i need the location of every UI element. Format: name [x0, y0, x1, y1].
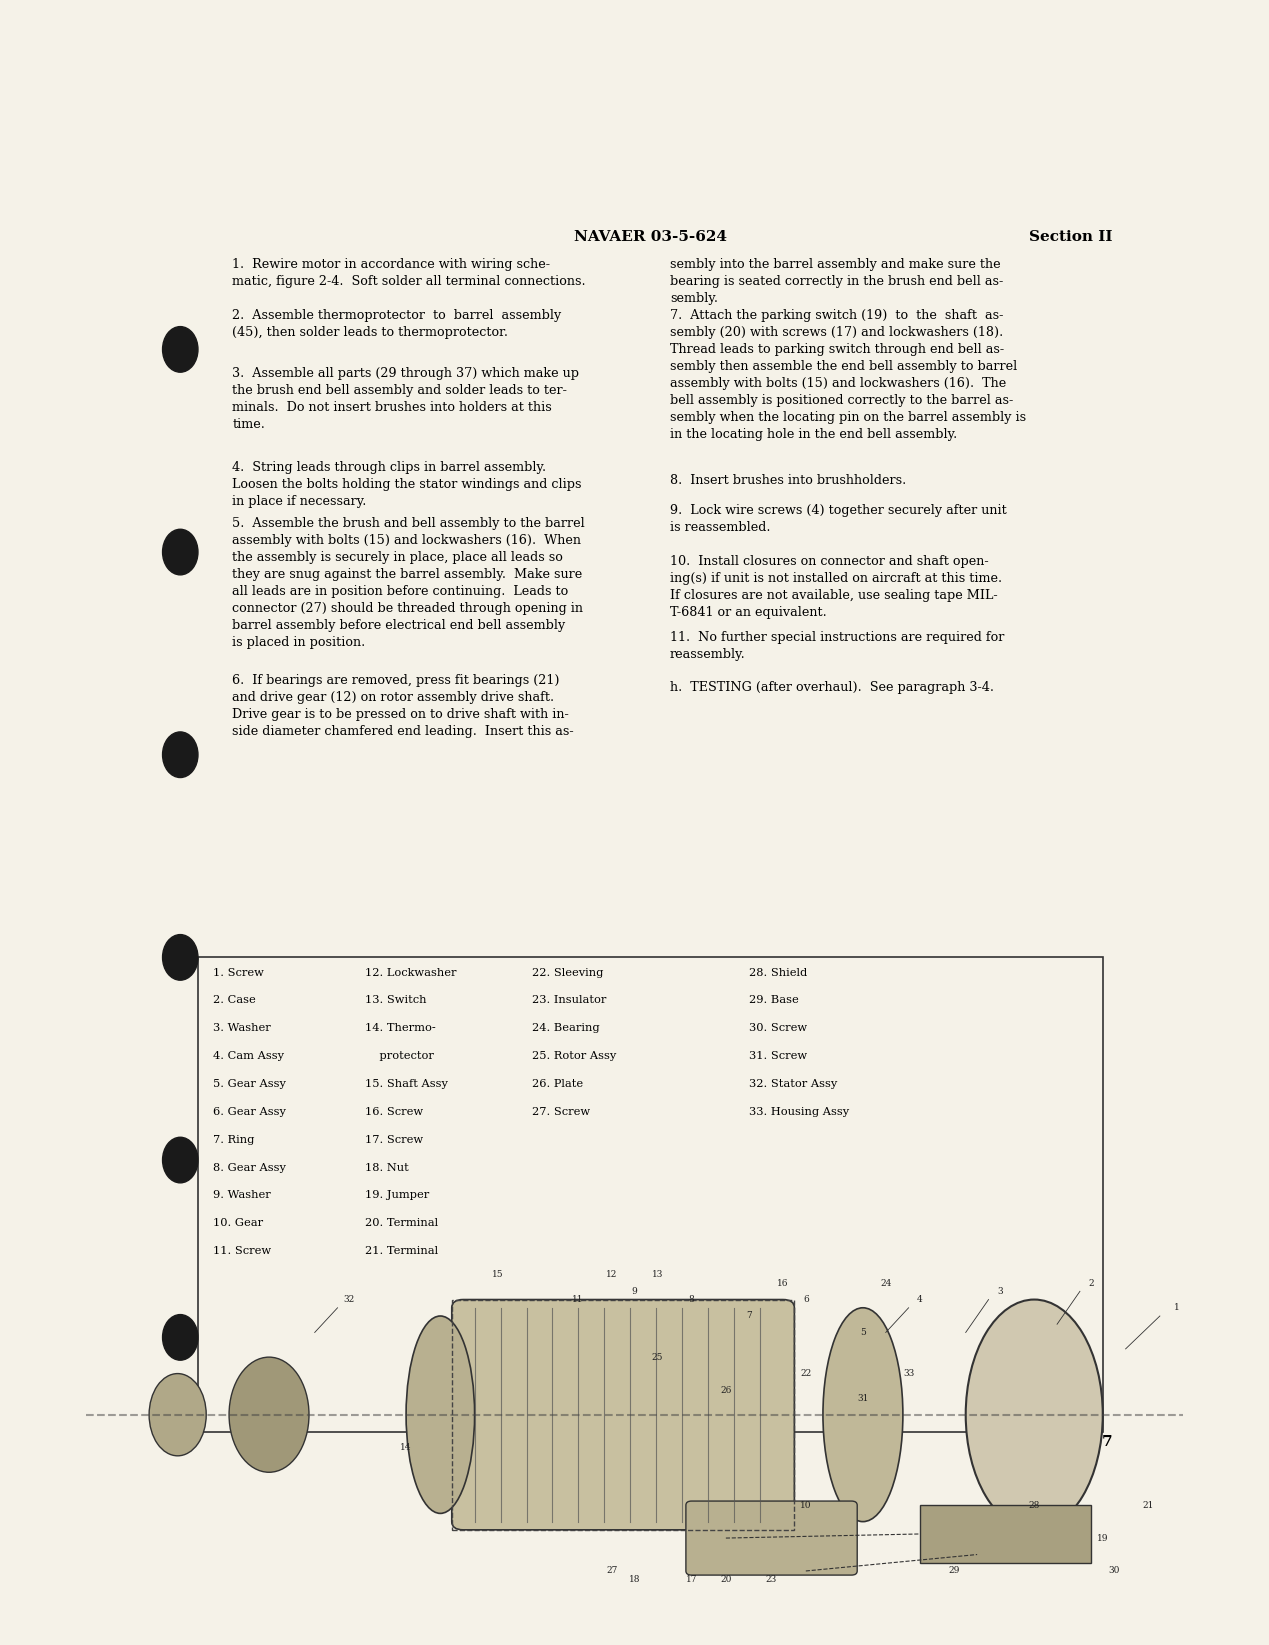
Bar: [920, 1505, 1091, 1563]
Text: protector: protector: [365, 1051, 434, 1061]
Text: 4: 4: [917, 1295, 923, 1304]
Text: 27. Screw: 27. Screw: [533, 1107, 590, 1117]
Text: 19: 19: [1096, 1533, 1109, 1543]
Text: 28. Shield: 28. Shield: [749, 967, 807, 977]
Text: 11. Screw: 11. Screw: [213, 1247, 270, 1257]
Text: 27: 27: [607, 1566, 617, 1576]
Text: 9.  Lock wire screws (4) together securely after unit
is reassembled.: 9. Lock wire screws (4) together securel…: [670, 503, 1006, 535]
Text: 8: 8: [689, 1295, 694, 1304]
FancyBboxPatch shape: [198, 957, 1103, 1433]
Text: 32. Stator Assy: 32. Stator Assy: [749, 1079, 838, 1089]
Text: 31. Screw: 31. Screw: [749, 1051, 807, 1061]
Text: 33: 33: [904, 1369, 914, 1379]
Text: 10.  Install closures on connector and shaft open-
ing(s) if unit is not install: 10. Install closures on connector and sh…: [670, 554, 1003, 619]
Ellipse shape: [966, 1300, 1103, 1530]
Text: 18. Nut: 18. Nut: [365, 1163, 409, 1173]
Circle shape: [162, 1137, 198, 1183]
Text: 23: 23: [766, 1574, 777, 1584]
Text: 2.  Assemble thermoprotector  to  barrel  assembly
(45), then solder leads to th: 2. Assemble thermoprotector to barrel as…: [232, 309, 562, 339]
Text: h.  TESTING (after overhaul).  See paragraph 3-4.: h. TESTING (after overhaul). See paragra…: [670, 681, 994, 694]
Text: 6.  If bearings are removed, press fit bearings (21)
and drive gear (12) on roto: 6. If bearings are removed, press fit be…: [232, 674, 574, 737]
Text: 10. Gear: 10. Gear: [213, 1219, 263, 1229]
Text: 2: 2: [1089, 1278, 1094, 1288]
Text: 5: 5: [860, 1328, 865, 1337]
FancyBboxPatch shape: [687, 1500, 858, 1576]
Text: 7. Ring: 7. Ring: [213, 1135, 254, 1145]
Text: 16: 16: [777, 1278, 789, 1288]
Text: Section II: Section II: [1029, 230, 1113, 245]
Text: 14. Thermo-: 14. Thermo-: [365, 1023, 437, 1033]
Text: 24. Bearing: 24. Bearing: [533, 1023, 600, 1033]
Text: 8. Gear Assy: 8. Gear Assy: [213, 1163, 286, 1173]
Text: 5. Gear Assy: 5. Gear Assy: [213, 1079, 286, 1089]
Circle shape: [162, 327, 198, 372]
Text: sembly into the barrel assembly and make sure the
bearing is seated correctly in: sembly into the barrel assembly and make…: [670, 258, 1004, 306]
Text: 33. Housing Assy: 33. Housing Assy: [749, 1107, 849, 1117]
Text: NAVAER 03-5-624: NAVAER 03-5-624: [574, 230, 727, 245]
Text: 20. Terminal: 20. Terminal: [365, 1219, 438, 1229]
Text: 7: 7: [746, 1311, 751, 1321]
Text: 22: 22: [801, 1369, 811, 1379]
Text: 26: 26: [721, 1385, 731, 1395]
Text: 13: 13: [652, 1270, 662, 1280]
Text: 32: 32: [344, 1295, 354, 1304]
Ellipse shape: [230, 1357, 310, 1472]
Text: 3.  Assemble all parts (29 through 37) which make up
the brush end bell assembly: 3. Assemble all parts (29 through 37) wh…: [232, 367, 580, 431]
Text: 11: 11: [571, 1295, 584, 1304]
Text: 1. Screw: 1. Screw: [213, 967, 264, 977]
Text: 12: 12: [607, 1270, 617, 1280]
Text: 15: 15: [491, 1270, 504, 1280]
Text: 22. Sleeving: 22. Sleeving: [533, 967, 604, 977]
Text: 31: 31: [858, 1393, 868, 1403]
Text: 14: 14: [400, 1443, 412, 1453]
Text: 25. Rotor Assy: 25. Rotor Assy: [533, 1051, 617, 1061]
Text: Figure 2-5.  Type XW20076 Electric Motor: Figure 2-5. Type XW20076 Electric Motor: [506, 1423, 794, 1436]
Text: 8.  Insert brushes into brushholders.: 8. Insert brushes into brushholders.: [670, 474, 906, 487]
Text: 9. Washer: 9. Washer: [213, 1191, 270, 1201]
Text: 16. Screw: 16. Screw: [365, 1107, 424, 1117]
Text: 21: 21: [1143, 1500, 1154, 1510]
Text: 5.  Assemble the brush and bell assembly to the barrel
assembly with bolts (15) : 5. Assemble the brush and bell assembly …: [232, 517, 585, 648]
FancyBboxPatch shape: [452, 1300, 794, 1530]
Text: 23. Insulator: 23. Insulator: [533, 995, 607, 1005]
Text: 19. Jumper: 19. Jumper: [365, 1191, 429, 1201]
Text: 3. Washer: 3. Washer: [213, 1023, 270, 1033]
Text: 17. Screw: 17. Screw: [365, 1135, 424, 1145]
Ellipse shape: [406, 1316, 475, 1513]
Text: 30: 30: [1109, 1566, 1119, 1576]
Text: 4.  String leads through clips in barrel assembly.
Loosen the bolts holding the : 4. String leads through clips in barrel …: [232, 461, 582, 508]
Text: 4. Cam Assy: 4. Cam Assy: [213, 1051, 284, 1061]
Text: 24: 24: [881, 1278, 891, 1288]
Text: 20: 20: [721, 1574, 731, 1584]
Bar: [452, 1300, 794, 1530]
Text: 7: 7: [1101, 1434, 1113, 1449]
Text: 11.  No further special instructions are required for
reassembly.: 11. No further special instructions are …: [670, 630, 1004, 661]
Circle shape: [162, 1314, 198, 1360]
Text: 15. Shaft Assy: 15. Shaft Assy: [365, 1079, 448, 1089]
Text: 10: 10: [799, 1500, 812, 1510]
Text: 17: 17: [685, 1574, 698, 1584]
Text: 6: 6: [803, 1295, 808, 1304]
Text: 6. Gear Assy: 6. Gear Assy: [213, 1107, 286, 1117]
Circle shape: [162, 934, 198, 980]
Text: 1.  Rewire motor in accordance with wiring sche-
matic, figure 2-4.  Soft solder: 1. Rewire motor in accordance with wirin…: [232, 258, 586, 288]
Text: 25: 25: [651, 1352, 664, 1362]
Text: 2. Case: 2. Case: [213, 995, 255, 1005]
Text: 26. Plate: 26. Plate: [533, 1079, 584, 1089]
Text: 30. Screw: 30. Screw: [749, 1023, 807, 1033]
Circle shape: [162, 732, 198, 778]
Text: 28: 28: [1029, 1500, 1039, 1510]
Ellipse shape: [150, 1374, 207, 1456]
Text: 12. Lockwasher: 12. Lockwasher: [365, 967, 457, 977]
Text: 21. Terminal: 21. Terminal: [365, 1247, 438, 1257]
Ellipse shape: [824, 1308, 904, 1522]
Text: 29. Base: 29. Base: [749, 995, 798, 1005]
Circle shape: [162, 530, 198, 574]
Text: 3: 3: [997, 1286, 1003, 1296]
Text: 13. Switch: 13. Switch: [365, 995, 426, 1005]
Text: 1: 1: [1174, 1303, 1180, 1313]
Text: 29: 29: [949, 1566, 959, 1576]
Text: 9: 9: [632, 1286, 637, 1296]
Text: 18: 18: [628, 1574, 641, 1584]
Text: 7.  Attach the parking switch (19)  to  the  shaft  as-
sembly (20) with screws : 7. Attach the parking switch (19) to the…: [670, 309, 1027, 441]
